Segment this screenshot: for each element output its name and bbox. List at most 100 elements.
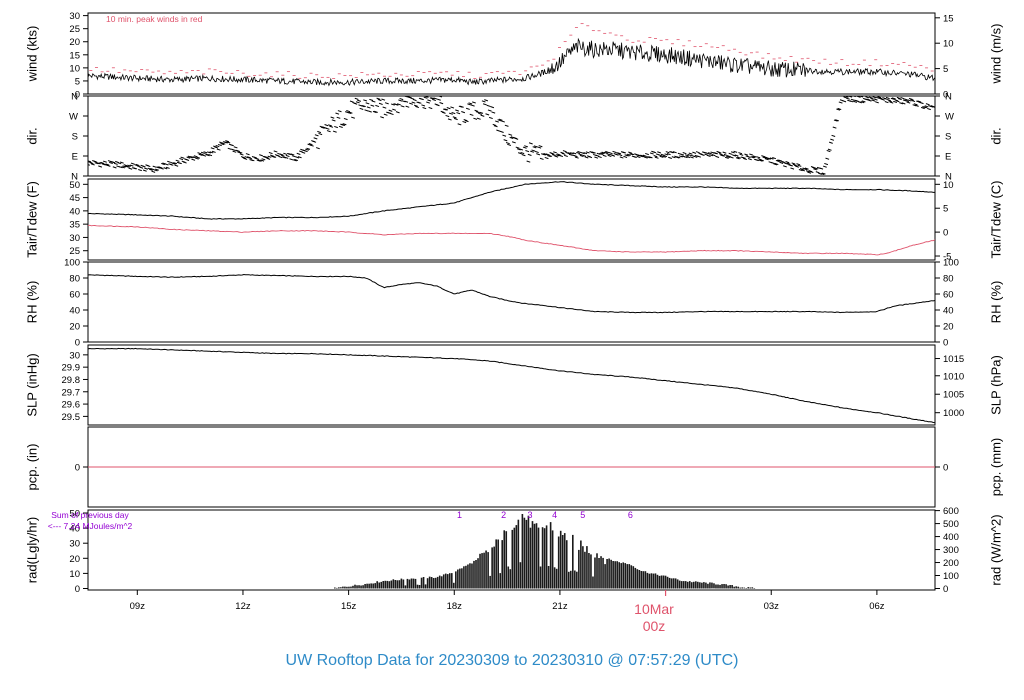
ytick-label-right: 10 [943,39,954,50]
ytick-label-right: 60 [943,290,954,301]
rad-bar [690,582,693,589]
series-dir-mark [606,153,611,156]
hour-mark: 3 [527,510,532,520]
series-dir-mark [632,155,637,158]
rad-bar [545,525,548,589]
series-dir-mark [925,103,930,106]
series-dir-mark [130,162,135,165]
series-dir-mark [217,143,222,147]
series-dir-mark [872,96,877,99]
rad-bar [624,563,627,589]
series-dir-mark [889,101,894,104]
rad-bar [636,569,639,589]
series-dir-mark [394,103,399,106]
series-dir-mark [528,142,533,145]
series-dir-mark [317,130,322,134]
series-dir-mark [605,150,610,154]
series-dir-mark [841,96,845,98]
series-dir-mark [749,153,754,156]
series-dir-mark [88,160,92,163]
rad-bar [717,584,719,589]
series-dir-mark [717,151,722,154]
series-dir-mark [214,146,219,149]
rad-bar [743,587,746,589]
series-dir-mark [422,107,427,110]
series-dir-mark [887,99,891,102]
series-dir-mark [337,110,342,113]
rad-bar [475,560,477,589]
rad-bar [366,583,368,589]
rad-bar [753,588,756,589]
series-dir-mark [550,152,555,155]
series-dir-mark [442,108,447,111]
ytick-label-left: 50 [69,509,80,520]
series-dir-mark [438,96,443,98]
series-dir-mark [122,165,127,168]
series-dir-mark [608,152,613,155]
series-dir-mark [163,167,168,170]
ylabel-right: Tair/Tdew (C) [988,180,1003,258]
rad-bar [507,566,510,589]
rad-bar [505,531,508,589]
series-dir-mark [357,99,361,102]
rad-bar [410,578,413,589]
series-dir-mark [433,97,438,100]
series-dir-mark [561,152,566,155]
series-dir-mark [253,156,257,159]
series-dir-mark [511,141,516,144]
series-dir-mark [567,152,572,155]
rad-bar [386,580,389,589]
ytick-label-left: 25 [69,24,80,35]
rad-bar [376,581,378,589]
series-dir-mark [493,125,498,128]
rad-bar [547,566,550,589]
series-dir-mark [436,98,441,101]
series-dir-mark [309,144,314,147]
series-dir-mark [248,157,253,160]
series-dir-mark [93,160,98,163]
series-dir-mark [531,149,536,152]
ytick-label-right: N [945,92,952,103]
rad-bar [588,553,590,589]
rad-bar [368,583,370,589]
rad-bar [549,522,552,589]
series-dir-mark [232,150,237,153]
series-dir-mark [106,164,111,167]
series-dir-mark [772,157,777,160]
series-dir-mark [90,163,95,166]
series-dir-mark [582,154,587,157]
series-dir-mark [100,161,105,165]
series-dir-mark [155,168,159,171]
rad-bar [751,587,754,589]
series-dir-mark [444,108,449,111]
series-dir-mark [920,106,925,110]
series-dir-mark [642,154,647,157]
rad-bar [394,580,397,589]
rad-bar [384,580,387,589]
time-axis: 09z 12z 15z 18z 21z 03z 06z [130,590,885,612]
series-dir-mark [453,117,458,121]
series-dir-mark [770,161,775,165]
series-dir-mark [113,162,118,165]
panel-temp: Tair/Tdew (F) Tair/Tdew (C)253035404550-5… [24,178,1003,263]
series-dir-mark [188,156,193,159]
ytick-label-left: 35 [69,220,80,231]
series-dir-mark [491,111,496,114]
rad-bar [537,527,540,589]
series-dir-mark [867,99,872,102]
series-dir-mark [326,130,331,133]
ytick-label-left: 40 [69,524,80,535]
rad-bar [463,566,465,589]
rad-bar [348,586,350,589]
series-dir-mark [173,162,178,165]
rad-bar [517,519,520,589]
series-dir-mark [539,157,544,160]
ylabel-right: SLP (hPa) [988,355,1003,415]
series-dir-mark [559,154,564,158]
series-dir-mark [861,100,866,103]
series-dir-mark [227,147,232,150]
series-dir-mark [625,154,630,157]
rad-bar [378,582,381,589]
series-dir-mark [536,153,541,156]
series-dir-mark [351,116,355,119]
